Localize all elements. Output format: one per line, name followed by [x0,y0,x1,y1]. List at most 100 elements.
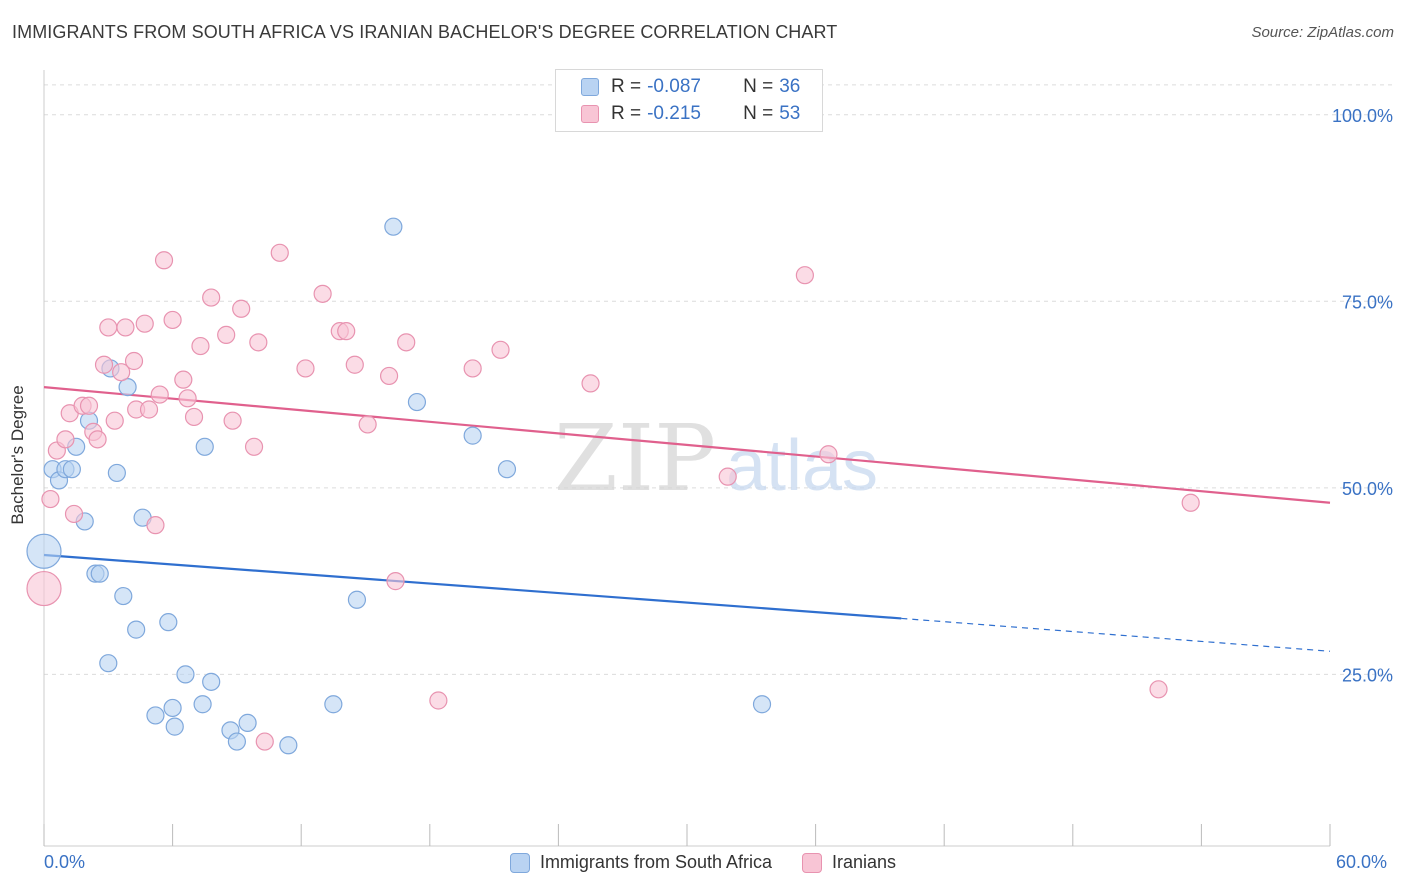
data-point-blue [107,463,126,483]
data-point-pink [1149,680,1168,699]
data-point-blue [127,620,146,639]
data-point-pink [463,359,482,378]
data-point-pink [146,516,165,535]
data-point-pink [112,363,131,382]
data-point-blue [146,706,165,725]
chart-title: IMMIGRANTS FROM SOUTH AFRICA VS IRANIAN … [12,22,838,42]
data-point-pink [154,251,174,270]
data-point-pink [88,430,107,449]
legend-n-value: 36 [779,76,801,97]
legend-r-label: R = [611,76,642,97]
data-point-pink [386,572,405,591]
data-point-pink [313,284,332,303]
gridlines [44,84,1392,675]
data-point-pink [135,314,154,333]
y-tick-label: 25.0% [1342,665,1393,685]
data-point-pink [105,411,124,430]
data-point-blue [407,392,427,412]
legend-swatch-blue [509,852,530,873]
y-tick-label: 50.0% [1342,479,1393,499]
trend-line-blue [43,553,902,620]
x-tick-max: 60.0% [1336,852,1388,872]
trend-line-extension-blue [901,617,1331,652]
axes [43,70,1331,847]
data-point-pink [491,340,510,359]
data-point-pink [202,288,221,307]
data-point-pink [249,333,268,352]
data-point-pink [244,437,264,456]
legend-n-label: N = [743,76,774,97]
watermark-atlas: atlas [726,426,878,506]
source-label: Source: ZipAtlas.com [1251,24,1394,41]
data-point-pink [139,400,159,419]
trend-line-pink [43,386,1331,504]
watermark: ZIP atlas [554,405,878,512]
data-point-blue [90,564,109,583]
data-point-pink [232,299,251,318]
data-point-pink [795,266,814,285]
data-point-pink [718,467,737,486]
data-point-blue [159,613,178,632]
data-point-pink [163,310,182,330]
data-point-pink [79,396,99,415]
data-point-blue [497,460,517,479]
data-point-blue [324,695,343,714]
data-point-pink [358,415,377,434]
y-tick-label: 100.0% [1332,106,1393,126]
data-point-blue [195,437,214,456]
data-point-pink [56,430,75,449]
data-point-pink [64,504,84,524]
y-tick-labels: 25.0% 50.0% 75.0% 100.0% [1332,106,1393,686]
y-tick-label: 75.0% [1342,292,1393,312]
data-point-pink [223,411,242,430]
watermark-zip: ZIP [554,405,716,512]
legend-label-iranians: Iranians [832,852,897,872]
legend-swatch-blue [581,78,599,96]
data-point-blue [238,713,257,732]
legend-item-iranians: Iranians [802,852,896,873]
data-point-pink [174,370,193,389]
x-tick-min: 0.0% [44,852,86,872]
data-point-pink [94,355,114,374]
trend-lines [43,386,1331,652]
data-point-blue [193,695,212,714]
legend-item-south-africa: Immigrants from South Africa [509,852,773,873]
data-point-pink [345,355,364,374]
data-point-pink [124,351,144,371]
data-point-pink [116,318,135,337]
data-point-pink [397,333,416,352]
legend-row-south-africa: R = -0.087 N = 36 [581,75,800,99]
data-point-pink [379,366,399,386]
data-point-pink [41,489,60,509]
data-point-pink [296,359,315,378]
data-point-pink [581,374,600,393]
correlation-legend: R = -0.087 N = 36 R = -0.215 N = 53 [555,69,823,132]
data-point-pink [819,445,838,464]
data-point-blue [279,736,298,755]
data-point-pink [184,407,204,427]
legend-n-value: 53 [779,103,801,124]
data-point-blue [163,698,182,718]
legend-swatch-pink [802,852,823,873]
data-point-blue [752,695,772,714]
data-point-blue [202,672,221,691]
data-point-blue [26,533,62,569]
data-point-pink [191,336,210,356]
data-point-blue [227,732,246,751]
data-point-blue [99,654,118,673]
data-point-blue [62,460,81,479]
legend-r-value: -0.215 [647,103,701,124]
data-point-blue [463,426,482,445]
data-point-blue [165,717,184,736]
data-point-pink [178,389,197,408]
legend-swatch-pink [581,105,599,123]
data-point-blue [114,586,133,606]
data-point-pink [26,570,62,607]
legend-label-south-africa: Immigrants from South Africa [539,852,773,872]
legend-n-label: N = [743,103,774,124]
legend-r-label: R = [611,103,642,124]
data-point-blue [384,217,403,236]
data-point-blue [176,665,195,684]
data-point-pink [337,322,356,341]
